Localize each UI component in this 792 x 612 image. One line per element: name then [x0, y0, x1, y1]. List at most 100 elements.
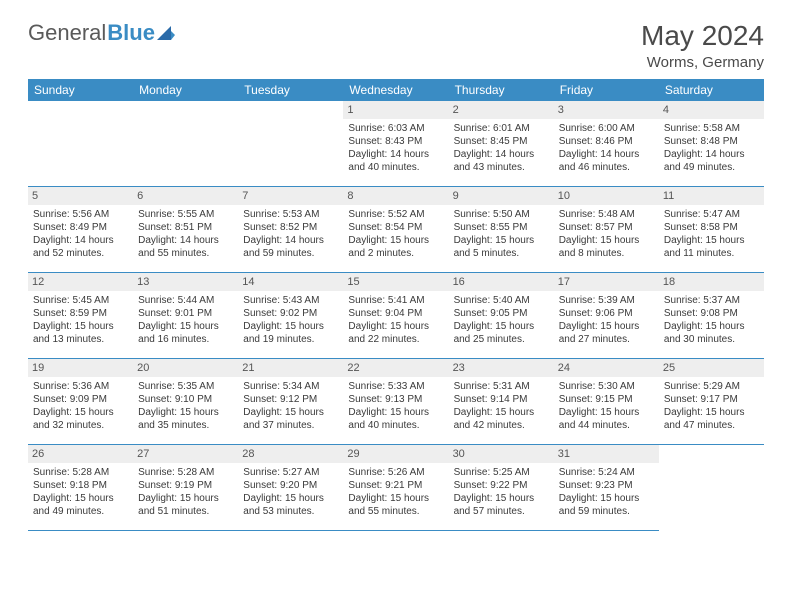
- day-number: 21: [238, 359, 343, 377]
- day-number: 23: [449, 359, 554, 377]
- day-number: 1: [343, 101, 448, 119]
- sunrise-line: Sunrise: 5:43 AM: [243, 294, 338, 307]
- sunrise-line: Sunrise: 5:39 AM: [559, 294, 654, 307]
- daylight-line: Daylight: 15 hours and 47 minutes.: [664, 406, 759, 432]
- day-number: 11: [659, 187, 764, 205]
- daylight-line: Daylight: 15 hours and 2 minutes.: [348, 234, 443, 260]
- day-cell: 1Sunrise: 6:03 AMSunset: 8:43 PMDaylight…: [343, 101, 448, 187]
- sunset-line: Sunset: 8:46 PM: [559, 135, 654, 148]
- sunset-line: Sunset: 9:22 PM: [454, 479, 549, 492]
- daylight-line: Daylight: 15 hours and 40 minutes.: [348, 406, 443, 432]
- day-number: 14: [238, 273, 343, 291]
- day-cell: 26Sunrise: 5:28 AMSunset: 9:18 PMDayligh…: [28, 445, 133, 531]
- sunrise-line: Sunrise: 6:01 AM: [454, 122, 549, 135]
- sunset-line: Sunset: 9:17 PM: [664, 393, 759, 406]
- sunset-line: Sunset: 9:05 PM: [454, 307, 549, 320]
- day-cell: 15Sunrise: 5:41 AMSunset: 9:04 PMDayligh…: [343, 273, 448, 359]
- sunset-line: Sunset: 9:01 PM: [138, 307, 233, 320]
- day-number: 8: [343, 187, 448, 205]
- sunrise-line: Sunrise: 5:52 AM: [348, 208, 443, 221]
- sunset-line: Sunset: 8:48 PM: [664, 135, 759, 148]
- month-title: May 2024: [641, 20, 764, 52]
- day-cell: 28Sunrise: 5:27 AMSunset: 9:20 PMDayligh…: [238, 445, 343, 531]
- day-cell: 18Sunrise: 5:37 AMSunset: 9:08 PMDayligh…: [659, 273, 764, 359]
- day-number: 29: [343, 445, 448, 463]
- day-cell: 31Sunrise: 5:24 AMSunset: 9:23 PMDayligh…: [554, 445, 659, 531]
- day-number: 7: [238, 187, 343, 205]
- sunrise-line: Sunrise: 5:48 AM: [559, 208, 654, 221]
- daylight-line: Daylight: 15 hours and 49 minutes.: [33, 492, 128, 518]
- sunrise-line: Sunrise: 5:40 AM: [454, 294, 549, 307]
- logo: GeneralBlue: [28, 20, 175, 46]
- sunrise-line: Sunrise: 5:28 AM: [138, 466, 233, 479]
- sunset-line: Sunset: 8:51 PM: [138, 221, 233, 234]
- daylight-line: Daylight: 14 hours and 46 minutes.: [559, 148, 654, 174]
- sunset-line: Sunset: 8:49 PM: [33, 221, 128, 234]
- weekday-header: Saturday: [659, 79, 764, 101]
- day-cell: 17Sunrise: 5:39 AMSunset: 9:06 PMDayligh…: [554, 273, 659, 359]
- day-number: 22: [343, 359, 448, 377]
- sunset-line: Sunset: 9:21 PM: [348, 479, 443, 492]
- sunrise-line: Sunrise: 5:44 AM: [138, 294, 233, 307]
- sunset-line: Sunset: 9:10 PM: [138, 393, 233, 406]
- day-cell: 25Sunrise: 5:29 AMSunset: 9:17 PMDayligh…: [659, 359, 764, 445]
- day-number: 17: [554, 273, 659, 291]
- day-number: 18: [659, 273, 764, 291]
- day-cell: 19Sunrise: 5:36 AMSunset: 9:09 PMDayligh…: [28, 359, 133, 445]
- day-number: 26: [28, 445, 133, 463]
- day-cell: 30Sunrise: 5:25 AMSunset: 9:22 PMDayligh…: [449, 445, 554, 531]
- calendar: SundayMondayTuesdayWednesdayThursdayFrid…: [28, 79, 764, 531]
- day-number: 16: [449, 273, 554, 291]
- daylight-line: Daylight: 14 hours and 55 minutes.: [138, 234, 233, 260]
- daylight-line: Daylight: 15 hours and 13 minutes.: [33, 320, 128, 346]
- sunset-line: Sunset: 8:58 PM: [664, 221, 759, 234]
- sunrise-line: Sunrise: 5:26 AM: [348, 466, 443, 479]
- daylight-line: Daylight: 15 hours and 59 minutes.: [559, 492, 654, 518]
- day-cell: 8 Sunrise: 5:52 AMSunset: 8:54 PMDaylight…: [343, 187, 448, 273]
- daylight-line: Daylight: 15 hours and 8 minutes.: [559, 234, 654, 260]
- sunset-line: Sunset: 8:52 PM: [243, 221, 338, 234]
- daylight-line: Daylight: 15 hours and 25 minutes.: [454, 320, 549, 346]
- daylight-line: Daylight: 15 hours and 11 minutes.: [664, 234, 759, 260]
- empty-cell: [238, 101, 343, 187]
- daylight-line: Daylight: 15 hours and 53 minutes.: [243, 492, 338, 518]
- weekday-header: Monday: [133, 79, 238, 101]
- sunset-line: Sunset: 9:15 PM: [559, 393, 654, 406]
- sunrise-line: Sunrise: 5:55 AM: [138, 208, 233, 221]
- weekday-header: Thursday: [449, 79, 554, 101]
- day-cell: 24Sunrise: 5:30 AMSunset: 9:15 PMDayligh…: [554, 359, 659, 445]
- sunset-line: Sunset: 8:59 PM: [33, 307, 128, 320]
- sunrise-line: Sunrise: 5:36 AM: [33, 380, 128, 393]
- daylight-line: Daylight: 15 hours and 44 minutes.: [559, 406, 654, 432]
- sunrise-line: Sunrise: 5:29 AM: [664, 380, 759, 393]
- daylight-line: Daylight: 15 hours and 5 minutes.: [454, 234, 549, 260]
- day-cell: 20Sunrise: 5:35 AMSunset: 9:10 PMDayligh…: [133, 359, 238, 445]
- daylight-line: Daylight: 15 hours and 57 minutes.: [454, 492, 549, 518]
- day-cell: 6 Sunrise: 5:55 AMSunset: 8:51 PMDaylight…: [133, 187, 238, 273]
- day-cell: 12Sunrise: 5:45 AMSunset: 8:59 PMDayligh…: [28, 273, 133, 359]
- day-cell: 23Sunrise: 5:31 AMSunset: 9:14 PMDayligh…: [449, 359, 554, 445]
- day-number: 13: [133, 273, 238, 291]
- sunrise-line: Sunrise: 5:31 AM: [454, 380, 549, 393]
- day-cell: 21Sunrise: 5:34 AMSunset: 9:12 PMDayligh…: [238, 359, 343, 445]
- header: GeneralBlue May 2024 Worms, Germany: [28, 20, 764, 71]
- day-number: 12: [28, 273, 133, 291]
- day-cell: 16 Sunrise: 5:40 AMSunset: 9:05 PMDayligh…: [449, 273, 554, 359]
- day-cell: 2Sunrise: 6:01 AMSunset: 8:45 PMDaylight…: [449, 101, 554, 187]
- sunset-line: Sunset: 9:04 PM: [348, 307, 443, 320]
- day-number: 5: [28, 187, 133, 205]
- day-number: 6: [133, 187, 238, 205]
- daylight-line: Daylight: 14 hours and 52 minutes.: [33, 234, 128, 260]
- day-number: 10: [554, 187, 659, 205]
- daylight-line: Daylight: 15 hours and 42 minutes.: [454, 406, 549, 432]
- daylight-line: Daylight: 15 hours and 37 minutes.: [243, 406, 338, 432]
- sunset-line: Sunset: 8:55 PM: [454, 221, 549, 234]
- day-cell: 3Sunrise: 6:00 AMSunset: 8:46 PMDaylight…: [554, 101, 659, 187]
- sunset-line: Sunset: 9:06 PM: [559, 307, 654, 320]
- daylight-line: Daylight: 15 hours and 30 minutes.: [664, 320, 759, 346]
- weekday-header: Friday: [554, 79, 659, 101]
- sunrise-line: Sunrise: 5:50 AM: [454, 208, 549, 221]
- daylight-line: Daylight: 14 hours and 43 minutes.: [454, 148, 549, 174]
- sunset-line: Sunset: 8:54 PM: [348, 221, 443, 234]
- sunrise-line: Sunrise: 5:35 AM: [138, 380, 233, 393]
